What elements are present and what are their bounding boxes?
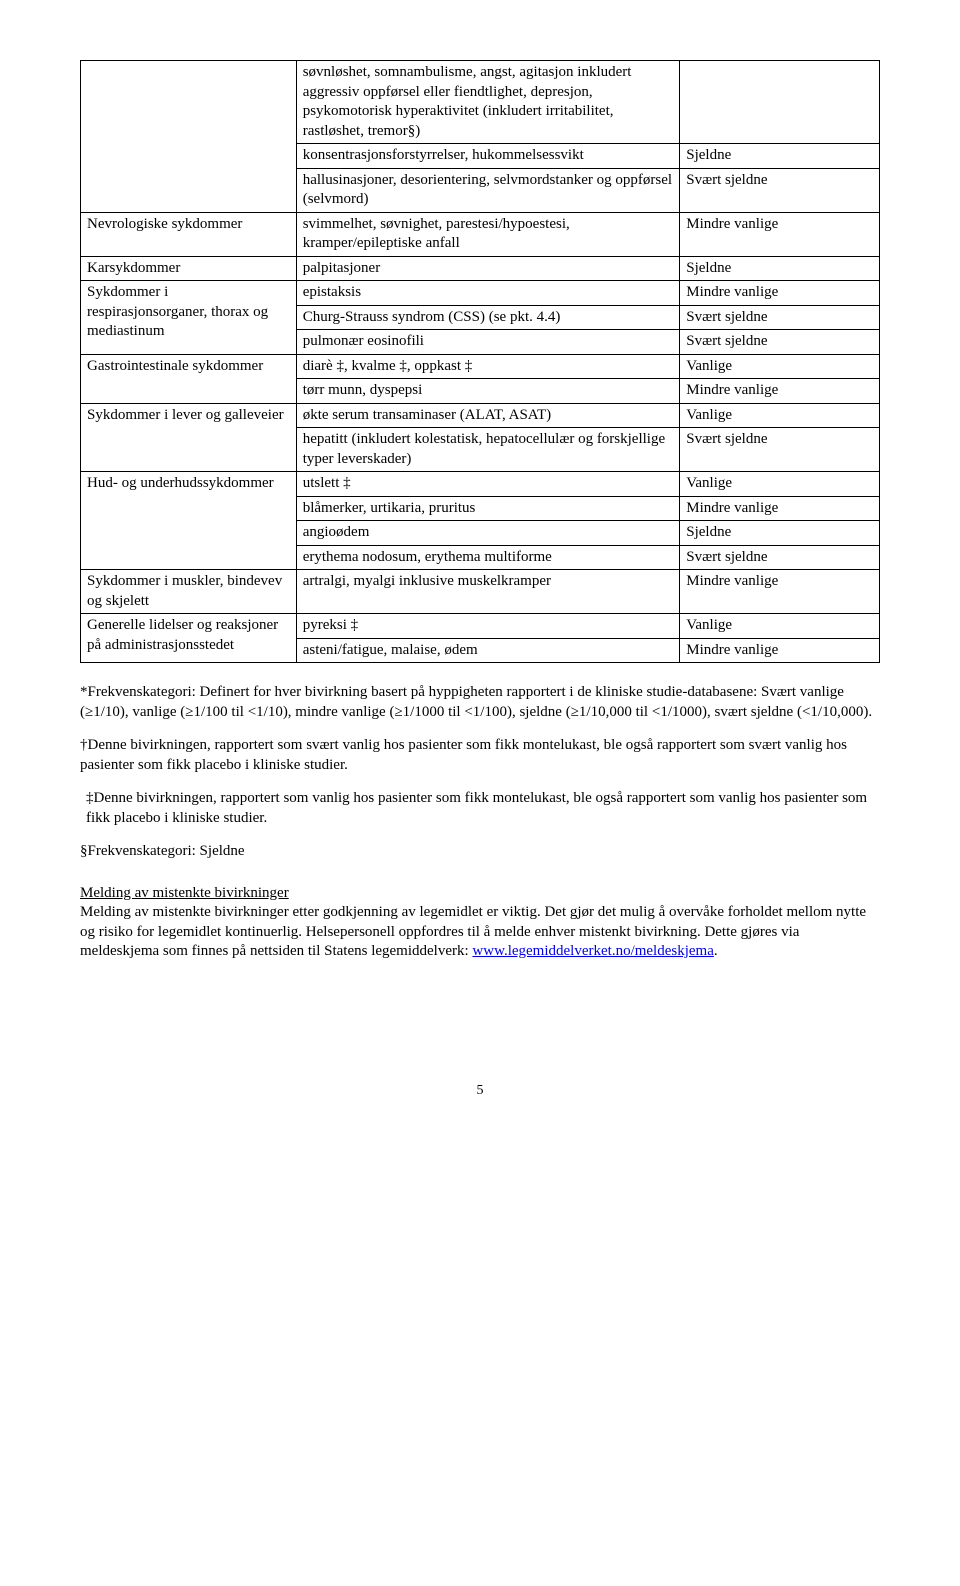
frequency-cell: Mindre vanlige (680, 638, 880, 663)
reaction-cell: konsentrasjonsforstyrrelser, hukommelses… (296, 144, 680, 169)
frequency-cell: Sjeldne (680, 144, 880, 169)
reaction-cell: diarè ‡, kvalme ‡, oppkast ‡ (296, 354, 680, 379)
soc-cell: Sykdommer i muskler, bindevev og skjelet… (81, 570, 297, 614)
reaction-cell: angioødem (296, 521, 680, 546)
adverse-reactions-table: søvnløshet, somnambulisme, angst, agitas… (80, 60, 880, 663)
reaction-cell: blåmerker, urtikaria, pruritus (296, 496, 680, 521)
reaction-cell: økte serum transaminaser (ALAT, ASAT) (296, 403, 680, 428)
frequency-cell: Vanlige (680, 403, 880, 428)
table-row: Sykdommer i lever og galleveier økte ser… (81, 403, 880, 428)
reaction-cell: Churg-Strauss syndrom (CSS) (se pkt. 4.4… (296, 305, 680, 330)
frequency-cell (680, 61, 880, 144)
frequency-cell: Svært sjeldne (680, 305, 880, 330)
frequency-cell: Mindre vanlige (680, 379, 880, 404)
footnote-dagger: †Denne bivirkningen, rapportert som svær… (80, 736, 880, 775)
frequency-cell: Sjeldne (680, 256, 880, 281)
reaction-cell: pulmonær eosinofili (296, 330, 680, 355)
table-row: Nevrologiske sykdommer svimmelhet, søvni… (81, 212, 880, 256)
frequency-cell: Mindre vanlige (680, 570, 880, 614)
table-body: søvnløshet, somnambulisme, angst, agitas… (81, 61, 880, 663)
table-row: Sykdommer i respirasjonsorganer, thorax … (81, 281, 880, 306)
soc-cell: Nevrologiske sykdommer (81, 212, 297, 256)
reaction-cell: palpitasjoner (296, 256, 680, 281)
frequency-cell: Mindre vanlige (680, 281, 880, 306)
frequency-cell: Mindre vanlige (680, 496, 880, 521)
frequency-cell: Vanlige (680, 472, 880, 497)
reaction-cell: artralgi, myalgi inklusive muskelkramper (296, 570, 680, 614)
frequency-cell: Svært sjeldne (680, 168, 880, 212)
soc-cell: Generelle lidelser og reaksjoner på admi… (81, 614, 297, 663)
frequency-cell: Vanlige (680, 614, 880, 639)
frequency-cell: Svært sjeldne (680, 428, 880, 472)
reaction-cell: utslett ‡ (296, 472, 680, 497)
footnote-section: §Frekvenskategori: Sjeldne (80, 842, 880, 862)
soc-cell: Hud- og underhudssykdommer (81, 472, 297, 570)
reaction-cell: hallusinasjoner, desorientering, selvmor… (296, 168, 680, 212)
table-row: Hud- og underhudssykdommer utslett ‡ Van… (81, 472, 880, 497)
soc-cell: Karsykdommer (81, 256, 297, 281)
soc-cell (81, 61, 297, 213)
table-row: søvnløshet, somnambulisme, angst, agitas… (81, 61, 880, 144)
reaction-cell: asteni/fatigue, malaise, ødem (296, 638, 680, 663)
frequency-cell: Sjeldne (680, 521, 880, 546)
frequency-cell: Mindre vanlige (680, 212, 880, 256)
footnote-double-dagger: ‡Denne bivirkningen, rapportert som vanl… (80, 789, 880, 828)
table-row: Gastrointestinale sykdommer diarè ‡, kva… (81, 354, 880, 379)
frequency-cell: Svært sjeldne (680, 545, 880, 570)
reaction-cell: erythema nodosum, erythema multiforme (296, 545, 680, 570)
reaction-cell: svimmelhet, søvnighet, parestesi/hypoest… (296, 212, 680, 256)
frequency-cell: Vanlige (680, 354, 880, 379)
page-number: 5 (80, 1082, 880, 1100)
table-row: Generelle lidelser og reaksjoner på admi… (81, 614, 880, 639)
reaction-cell: pyreksi ‡ (296, 614, 680, 639)
reaction-cell: epistaksis (296, 281, 680, 306)
frequency-cell: Svært sjeldne (680, 330, 880, 355)
reaction-cell: tørr munn, dyspepsi (296, 379, 680, 404)
reporting-body-after: . (714, 943, 718, 959)
reporting-heading: Melding av mistenkte bivirkninger (80, 884, 880, 904)
soc-cell: Sykdommer i respirasjonsorganer, thorax … (81, 281, 297, 355)
table-row: Sykdommer i muskler, bindevev og skjelet… (81, 570, 880, 614)
reaction-cell: søvnløshet, somnambulisme, angst, agitas… (296, 61, 680, 144)
table-row: Karsykdommer palpitasjoner Sjeldne (81, 256, 880, 281)
soc-cell: Sykdommer i lever og galleveier (81, 403, 297, 472)
footnote-frequency-definition: *Frekvenskategori: Definert for hver biv… (80, 683, 880, 722)
soc-cell: Gastrointestinale sykdommer (81, 354, 297, 403)
reaction-cell: hepatitt (inkludert kolestatisk, hepatoc… (296, 428, 680, 472)
reporting-body: Melding av mistenkte bivirkninger etter … (80, 903, 880, 962)
reporting-link[interactable]: www.legemiddelverket.no/meldeskjema (472, 943, 713, 959)
